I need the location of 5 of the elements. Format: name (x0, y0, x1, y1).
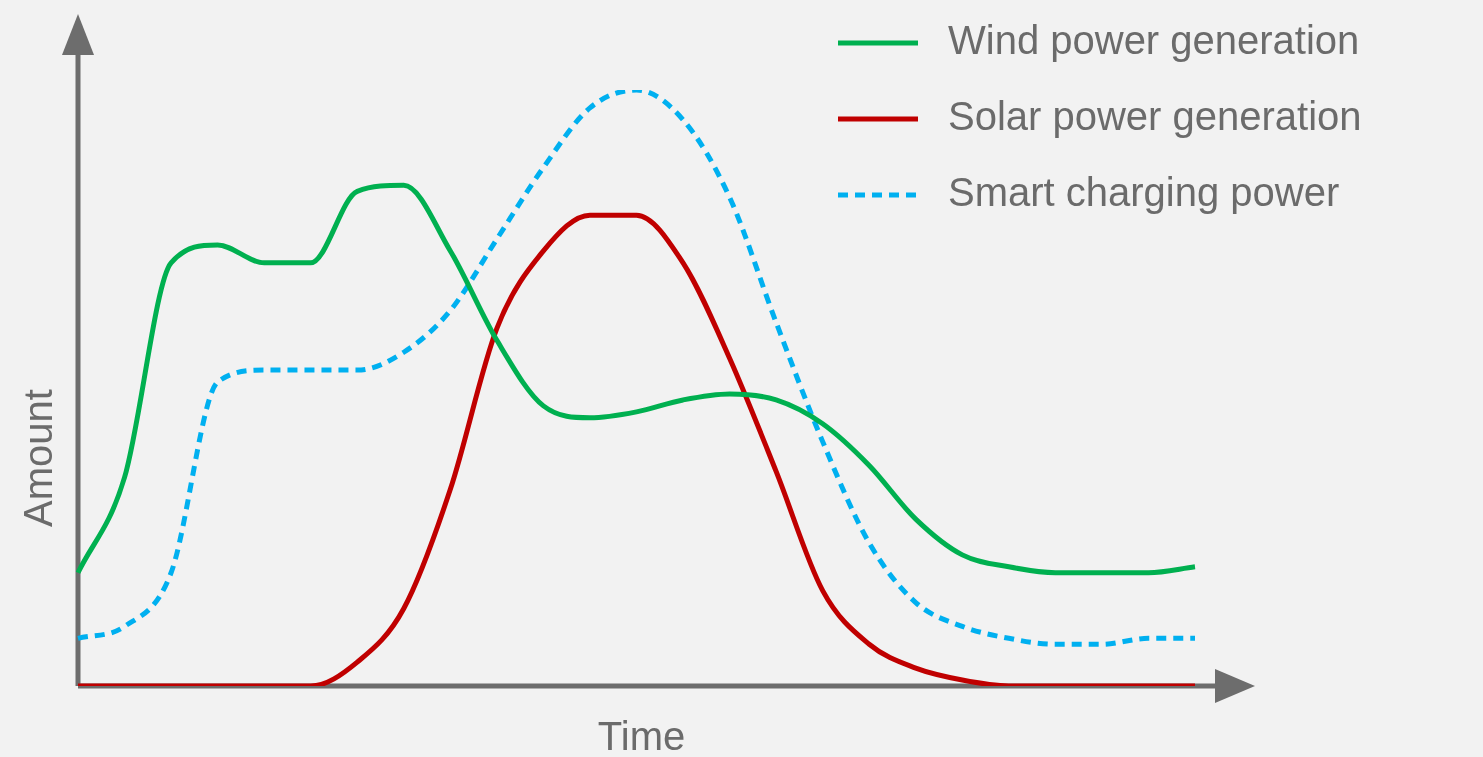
y-axis-title: Amount (16, 389, 60, 527)
legend-label: Smart charging power (948, 170, 1340, 215)
x-axis-title: Time (597, 714, 686, 757)
legend-label: Wind power generation (948, 18, 1360, 63)
legend-label: Solar power generation (948, 94, 1362, 139)
